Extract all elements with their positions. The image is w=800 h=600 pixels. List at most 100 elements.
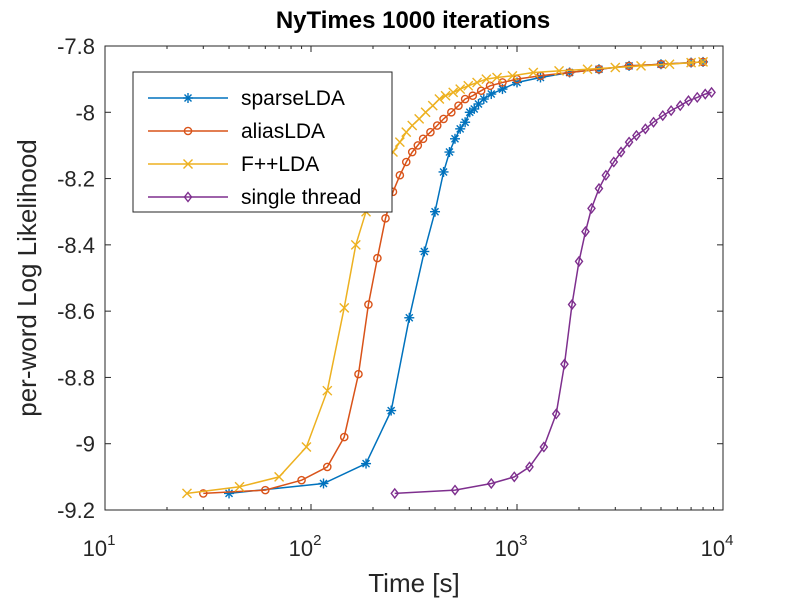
y-tick-label: -7.8: [57, 34, 95, 59]
x-tick-label-exponent: 2: [313, 532, 321, 549]
data-point: [354, 369, 363, 379]
data-point: [574, 255, 584, 268]
data-point: [478, 94, 489, 105]
data-point: [434, 94, 445, 105]
data-point: [684, 95, 693, 107]
data-point: [448, 87, 459, 98]
legend-item: sparseLDA: [148, 87, 345, 110]
legend: sparseLDA aliasLDA F++LDA single thread: [132, 71, 393, 213]
data-point: [395, 170, 405, 180]
y-tick-label: -8: [75, 100, 95, 125]
data-point: [386, 405, 397, 416]
data-point: [460, 117, 471, 128]
data-point: [430, 206, 441, 217]
data-point: [624, 136, 634, 148]
data-point: [666, 104, 676, 117]
y-tick-label: -8.6: [57, 299, 95, 324]
data-point: [507, 70, 518, 81]
data-point: [318, 478, 329, 489]
data-point: [439, 114, 448, 124]
data-point: [641, 123, 650, 135]
series-single-thread: [390, 86, 716, 500]
data-point: [509, 471, 519, 483]
data-point: [587, 202, 596, 215]
legend-marker: [183, 126, 193, 136]
data-point: [658, 109, 668, 122]
x-tick-label: 102: [289, 532, 322, 561]
ticks-layer: 101 102 103 104-9.2-9-8.8-8.6-8.4-8.2-8-7.8: [57, 34, 733, 561]
legend-marker: [183, 159, 193, 169]
data-point: [492, 72, 503, 83]
legend-items: sparseLDA aliasLDA F++LDA single thread: [148, 87, 361, 209]
data-point: [224, 488, 235, 499]
data-point: [581, 225, 590, 238]
data-point: [418, 134, 428, 144]
data-point: [460, 94, 470, 104]
data-point: [528, 67, 539, 78]
y-tick-label: -9: [75, 432, 95, 457]
data-point: [404, 312, 415, 323]
data-point: [551, 408, 561, 420]
data-point: [454, 101, 463, 110]
data-point: [582, 64, 593, 75]
x-tick-label: 104: [701, 532, 734, 561]
data-point: [440, 90, 451, 101]
x-tick-label-base: 10: [495, 536, 519, 561]
data-point: [464, 107, 475, 118]
chart-title: NyTimes 1000 iterations: [276, 7, 550, 34]
legend-label: aliasLDA: [241, 120, 325, 143]
legend-item: single thread: [148, 186, 361, 209]
data-point: [364, 300, 373, 309]
data-point: [198, 489, 208, 498]
data-point: [455, 123, 466, 134]
data-point: [301, 442, 312, 453]
data-point: [407, 147, 417, 157]
axes-box: [104, 45, 724, 511]
data-point: [449, 133, 460, 144]
data-point: [394, 137, 405, 148]
data-point: [413, 141, 423, 150]
data-point: [401, 157, 411, 167]
data-point: [486, 477, 496, 490]
data-point: [339, 302, 350, 313]
data-point: [486, 89, 497, 100]
data-point: [390, 487, 400, 500]
data-point: [438, 166, 449, 177]
data-point: [692, 91, 702, 104]
data-point: [373, 253, 382, 263]
data-point: [525, 461, 534, 473]
series-aliaslda: [198, 57, 708, 498]
data-point: [297, 475, 306, 485]
data-point: [381, 214, 390, 223]
data-point: [686, 57, 697, 68]
data-point: [323, 462, 332, 472]
data-point: [426, 127, 435, 137]
data-point: [698, 56, 709, 67]
data-point: [481, 74, 492, 85]
data-point: [234, 481, 245, 492]
data-point: [472, 77, 483, 88]
x-tick-label-exponent: 4: [725, 532, 733, 549]
y-tick-label: -8.4: [57, 233, 95, 258]
legend-label: single thread: [241, 186, 361, 209]
legend-marker: [183, 93, 193, 103]
y-tick-label: -9.2: [57, 498, 95, 523]
x-tick-label-exponent: 1: [107, 532, 115, 549]
data-point: [350, 239, 361, 250]
series-line: [203, 61, 704, 495]
x-tick-label-base: 10: [701, 536, 725, 561]
data-point: [594, 182, 604, 195]
data-point: [664, 59, 675, 70]
data-point: [609, 156, 619, 168]
data-point: [707, 86, 716, 99]
data-point: [565, 68, 574, 77]
data-point: [675, 100, 685, 112]
data-point: [632, 129, 641, 142]
data-point: [649, 116, 658, 128]
y-tick-label: -8.8: [57, 365, 95, 390]
data-point: [450, 484, 460, 496]
legend-label: sparseLDA: [241, 87, 345, 110]
legend-label: F++LDA: [241, 153, 319, 176]
legend-marker: [183, 191, 193, 203]
